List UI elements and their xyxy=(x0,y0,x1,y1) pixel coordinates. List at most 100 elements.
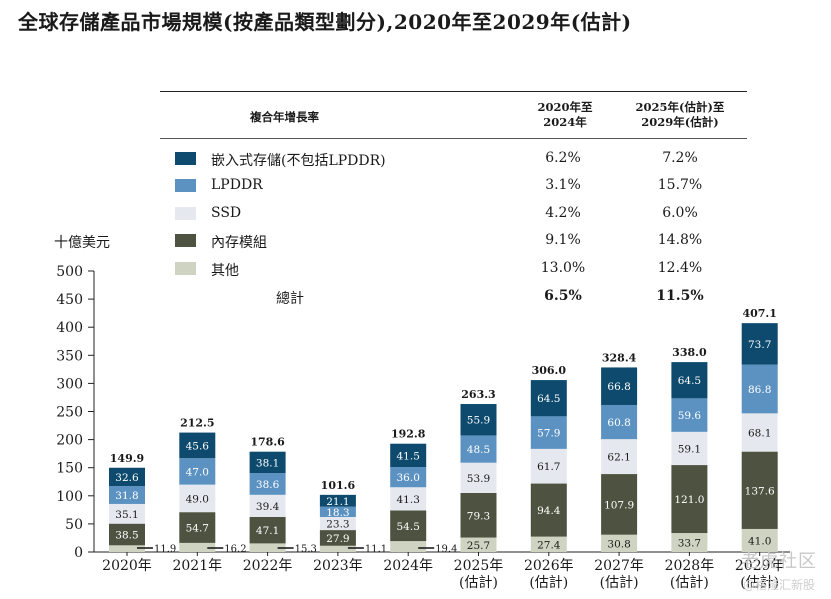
cagr-others-p2: 12.4% xyxy=(657,260,703,276)
data-label: 73.7 xyxy=(748,339,771,351)
cagr-embedded-p2: 7.2% xyxy=(662,150,698,166)
x-tick-label: (估計) xyxy=(529,575,568,591)
bar-total-label: 338.0 xyxy=(672,346,707,359)
bar-segment xyxy=(390,541,427,552)
data-label: 62.1 xyxy=(607,452,630,464)
data-label: 121.0 xyxy=(674,494,704,506)
data-label: 27.9 xyxy=(326,533,349,545)
bar-total-label: 178.6 xyxy=(250,436,285,449)
bar-segment xyxy=(741,451,778,529)
bar-segment xyxy=(671,465,708,534)
period1-line1: 2020年至 xyxy=(537,100,593,114)
legend-swatch-others xyxy=(175,262,196,275)
bar-total-label: 192.8 xyxy=(391,428,426,441)
bar-segment xyxy=(390,467,427,488)
y-tick-label: 300 xyxy=(56,376,83,392)
bar-segment xyxy=(179,432,216,459)
data-label: 41.3 xyxy=(397,494,420,506)
bar-segment xyxy=(530,483,567,537)
bar-segment xyxy=(530,380,567,417)
data-label: 38.5 xyxy=(115,529,138,541)
period1-line2: 2024年 xyxy=(543,115,587,129)
cagr-ssd-p2: 6.0% xyxy=(662,205,698,221)
bar-segment xyxy=(671,431,708,466)
chart-title: 全球存儲產品市場規模(按產品類型劃分),2020年至2029年(估計) xyxy=(18,10,632,34)
period2-line2: 2029年(估計) xyxy=(641,115,719,129)
data-label: 45.6 xyxy=(186,440,210,452)
x-tick-label: 2021年 xyxy=(172,558,222,574)
bar-segment xyxy=(319,494,356,507)
period2-header: 2025年(估計)至 2029年(估計) xyxy=(615,100,745,130)
bar-segment xyxy=(530,536,567,552)
data-label: 55.9 xyxy=(467,415,490,427)
data-label: 137.6 xyxy=(745,485,775,497)
cagr-others-p1: 13.0% xyxy=(540,260,586,276)
bar-segment xyxy=(741,364,778,414)
data-label: 18.3 xyxy=(326,507,349,519)
x-tick-label: (估計) xyxy=(670,575,709,591)
x-tick-label: 2026年 xyxy=(524,558,574,574)
y-tick-label: 150 xyxy=(56,461,83,477)
data-label: 86.8 xyxy=(748,384,771,396)
bar-segment xyxy=(390,487,427,511)
data-label: 41.0 xyxy=(748,535,771,547)
data-label: 49.0 xyxy=(186,493,209,505)
data-label: 47.1 xyxy=(256,525,279,537)
data-label: 36.0 xyxy=(397,472,420,484)
bar-segment xyxy=(390,443,427,468)
x-tick-label: 2023年 xyxy=(313,558,363,574)
legend-swatch-ssd xyxy=(175,207,196,220)
y-tick-label: 450 xyxy=(56,292,83,308)
data-label: 31.8 xyxy=(115,490,138,502)
x-tick-label: (估計) xyxy=(459,575,498,591)
data-label: 79.3 xyxy=(467,510,490,522)
bar-total-label: 306.0 xyxy=(532,364,567,377)
data-label: 25.7 xyxy=(467,540,490,552)
data-label: 38.6 xyxy=(256,479,280,491)
bar-segment xyxy=(179,484,216,513)
y-tick-label: 100 xyxy=(56,489,83,505)
legend-header-rule xyxy=(160,138,747,139)
bar-segment xyxy=(741,528,778,552)
x-tick-label: (估計) xyxy=(600,575,639,591)
bar-segment xyxy=(741,413,778,452)
bar-segment xyxy=(319,506,356,517)
y-tick-label: 250 xyxy=(56,405,83,421)
bar-segment xyxy=(530,448,567,484)
bar-segment xyxy=(179,512,216,543)
bar-segment xyxy=(460,537,497,552)
bar-segment xyxy=(671,362,708,399)
legend-swatch-memory-module xyxy=(175,234,196,247)
data-label: 53.9 xyxy=(467,473,490,485)
bar-segment xyxy=(319,516,356,531)
bar-segment xyxy=(319,530,356,546)
data-label: 64.5 xyxy=(537,393,560,405)
data-label: 30.8 xyxy=(607,538,630,550)
data-label: 57.9 xyxy=(537,428,560,440)
data-label: 38.1 xyxy=(256,457,279,469)
bar-segment xyxy=(390,510,427,542)
cagr-total-p1: 6.5% xyxy=(544,288,582,304)
bar-segment xyxy=(179,458,216,485)
bar-segment xyxy=(741,323,778,365)
data-label: 59.6 xyxy=(678,410,702,422)
data-label: 19.4 xyxy=(435,544,457,555)
bar-segment xyxy=(601,439,638,475)
x-tick-label: 2025年 xyxy=(454,558,504,574)
bar-segment xyxy=(671,533,708,552)
y-tick-label: 200 xyxy=(56,433,83,449)
legend-swatch-lpddr xyxy=(175,179,196,192)
data-label: 27.4 xyxy=(537,539,561,551)
data-label: 48.5 xyxy=(467,444,490,456)
data-label: 41.5 xyxy=(397,450,420,462)
bar-total-label: 149.9 xyxy=(110,452,144,465)
y-tick-label: 400 xyxy=(56,320,83,336)
y-tick-label: 350 xyxy=(56,348,83,364)
bar-segment xyxy=(109,486,145,504)
cagr-embedded-p1: 6.2% xyxy=(545,150,581,166)
data-label: 54.7 xyxy=(186,523,209,535)
cagr-header: 複合年增長率 xyxy=(250,110,319,124)
bar-segment xyxy=(319,545,356,552)
data-label: 54.5 xyxy=(397,521,420,533)
